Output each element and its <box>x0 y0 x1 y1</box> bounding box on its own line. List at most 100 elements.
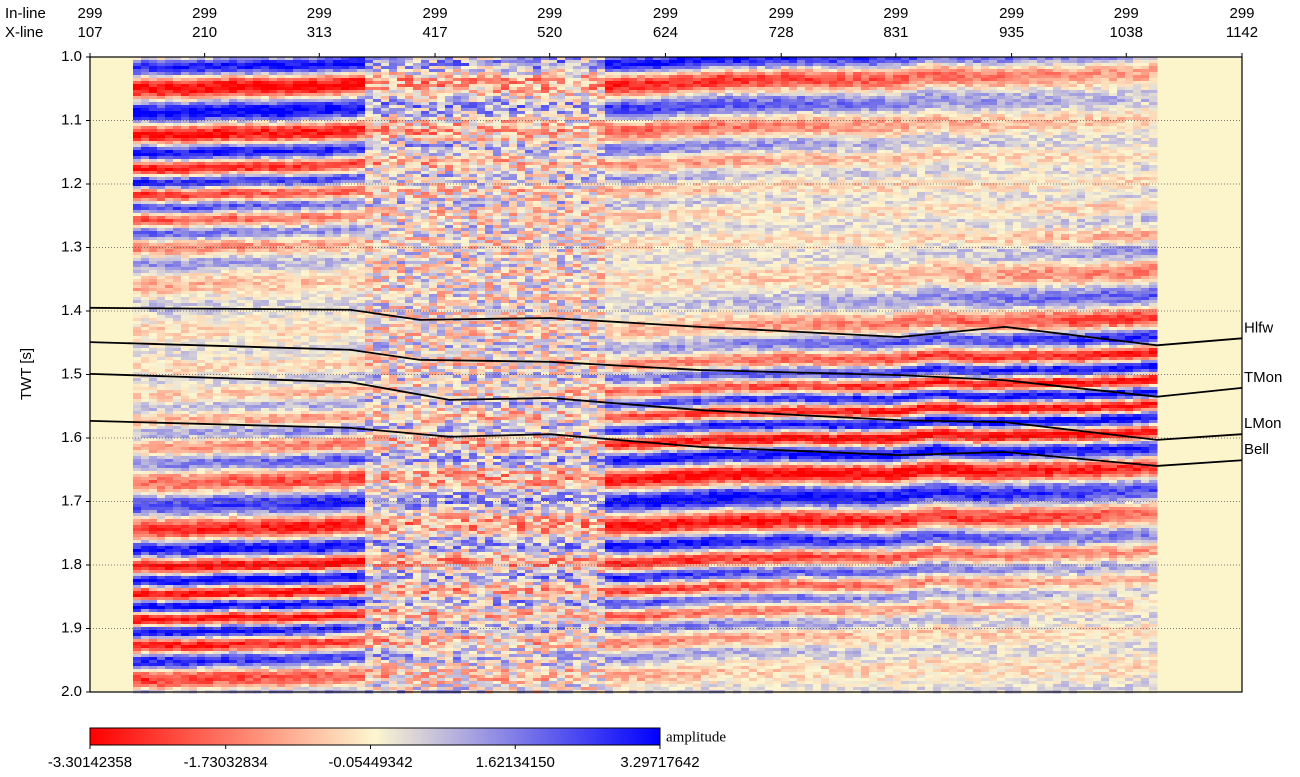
seismic-cell <box>237 510 246 514</box>
seismic-cell <box>285 129 294 133</box>
seismic-cell <box>197 327 206 331</box>
seismic-cell <box>253 489 262 493</box>
seismic-cell <box>149 462 158 466</box>
seismic-cell <box>301 63 310 67</box>
seismic-cell <box>229 159 238 163</box>
seismic-cell <box>253 102 262 106</box>
seismic-cell <box>165 162 174 166</box>
seismic-cell <box>245 498 254 502</box>
seismic-cell <box>205 66 214 70</box>
seismic-cell <box>245 420 254 424</box>
seismic-cell <box>229 408 238 412</box>
seismic-cell <box>181 477 190 481</box>
seismic-cell <box>189 444 198 448</box>
seismic-cell <box>189 312 198 316</box>
seismic-cell <box>301 279 310 283</box>
seismic-cell <box>245 333 254 337</box>
seismic-cell <box>229 270 238 274</box>
seismic-cell <box>149 123 158 127</box>
seismic-cell <box>197 369 206 373</box>
seismic-cell <box>173 186 182 190</box>
seismic-cell <box>181 192 190 196</box>
seismic-cell <box>309 585 318 589</box>
seismic-cell <box>309 66 318 70</box>
seismic-cell <box>253 225 262 229</box>
seismic-cell <box>285 681 294 685</box>
seismic-cell <box>269 174 278 178</box>
seismic-cell <box>181 330 190 334</box>
seismic-cell <box>213 336 222 340</box>
seismic-cell <box>197 222 206 226</box>
seismic-cell <box>229 69 238 73</box>
seismic-cell <box>165 393 174 397</box>
seismic-cell <box>141 498 150 502</box>
seismic-cell <box>285 459 294 463</box>
seismic-cell <box>149 366 158 370</box>
seismic-cell <box>173 162 182 166</box>
seismic-cell <box>317 231 326 235</box>
seismic-cell <box>133 435 142 439</box>
seismic-cell <box>141 297 150 301</box>
seismic-cell <box>229 102 238 106</box>
seismic-cell <box>229 111 238 115</box>
seismic-cell <box>133 585 142 589</box>
seismic-cell <box>173 171 182 175</box>
seismic-cell <box>245 75 254 79</box>
seismic-cell <box>285 120 294 124</box>
seismic-cell <box>277 249 286 253</box>
seismic-cell <box>229 420 238 424</box>
seismic-cell <box>205 675 214 679</box>
seismic-cell <box>205 447 214 451</box>
seismic-cell <box>189 468 198 472</box>
seismic-cell <box>205 312 214 316</box>
seismic-cell <box>141 288 150 292</box>
seismic-cell <box>309 291 318 295</box>
seismic-cell <box>173 153 182 157</box>
seismic-cell <box>245 477 254 481</box>
seismic-cell <box>133 387 142 391</box>
seismic-cell <box>221 198 230 202</box>
seismic-cell <box>189 438 198 442</box>
seismic-cell <box>317 354 326 358</box>
seismic-cell <box>269 240 278 244</box>
seismic-cell <box>133 93 142 97</box>
seismic-cell <box>157 549 166 553</box>
seismic-cell <box>309 609 318 613</box>
seismic-cell <box>277 93 286 97</box>
seismic-cell <box>229 96 238 100</box>
seismic-cell <box>181 219 190 223</box>
seismic-cell <box>189 111 198 115</box>
seismic-cell <box>181 462 190 466</box>
seismic-cell <box>261 324 270 328</box>
seismic-cell <box>221 381 230 385</box>
seismic-cell <box>277 369 286 373</box>
seismic-cell <box>229 675 238 679</box>
seismic-cell <box>141 534 150 538</box>
seismic-cell <box>261 252 270 256</box>
seismic-cell <box>197 687 206 691</box>
seismic-cell <box>173 504 182 508</box>
seismic-cell <box>157 99 166 103</box>
seismic-cell <box>181 291 190 295</box>
seismic-cell <box>309 552 318 556</box>
seismic-cell <box>245 408 254 412</box>
seismic-cell <box>141 615 150 619</box>
seismic-cell <box>149 540 158 544</box>
seismic-cell <box>245 660 254 664</box>
seismic-cell <box>309 93 318 97</box>
seismic-cell <box>285 105 294 109</box>
seismic-cell <box>189 150 198 154</box>
seismic-cell <box>261 678 270 682</box>
seismic-cell <box>317 285 326 289</box>
seismic-cell <box>285 216 294 220</box>
seismic-cell <box>213 162 222 166</box>
seismic-cell <box>261 120 270 124</box>
seismic-cell <box>133 69 142 73</box>
seismic-cell <box>253 186 262 190</box>
seismic-cell <box>141 396 150 400</box>
seismic-cell <box>189 234 198 238</box>
seismic-cell <box>189 396 198 400</box>
seismic-cell <box>261 327 270 331</box>
seismic-cell <box>285 243 294 247</box>
seismic-cell <box>237 585 246 589</box>
